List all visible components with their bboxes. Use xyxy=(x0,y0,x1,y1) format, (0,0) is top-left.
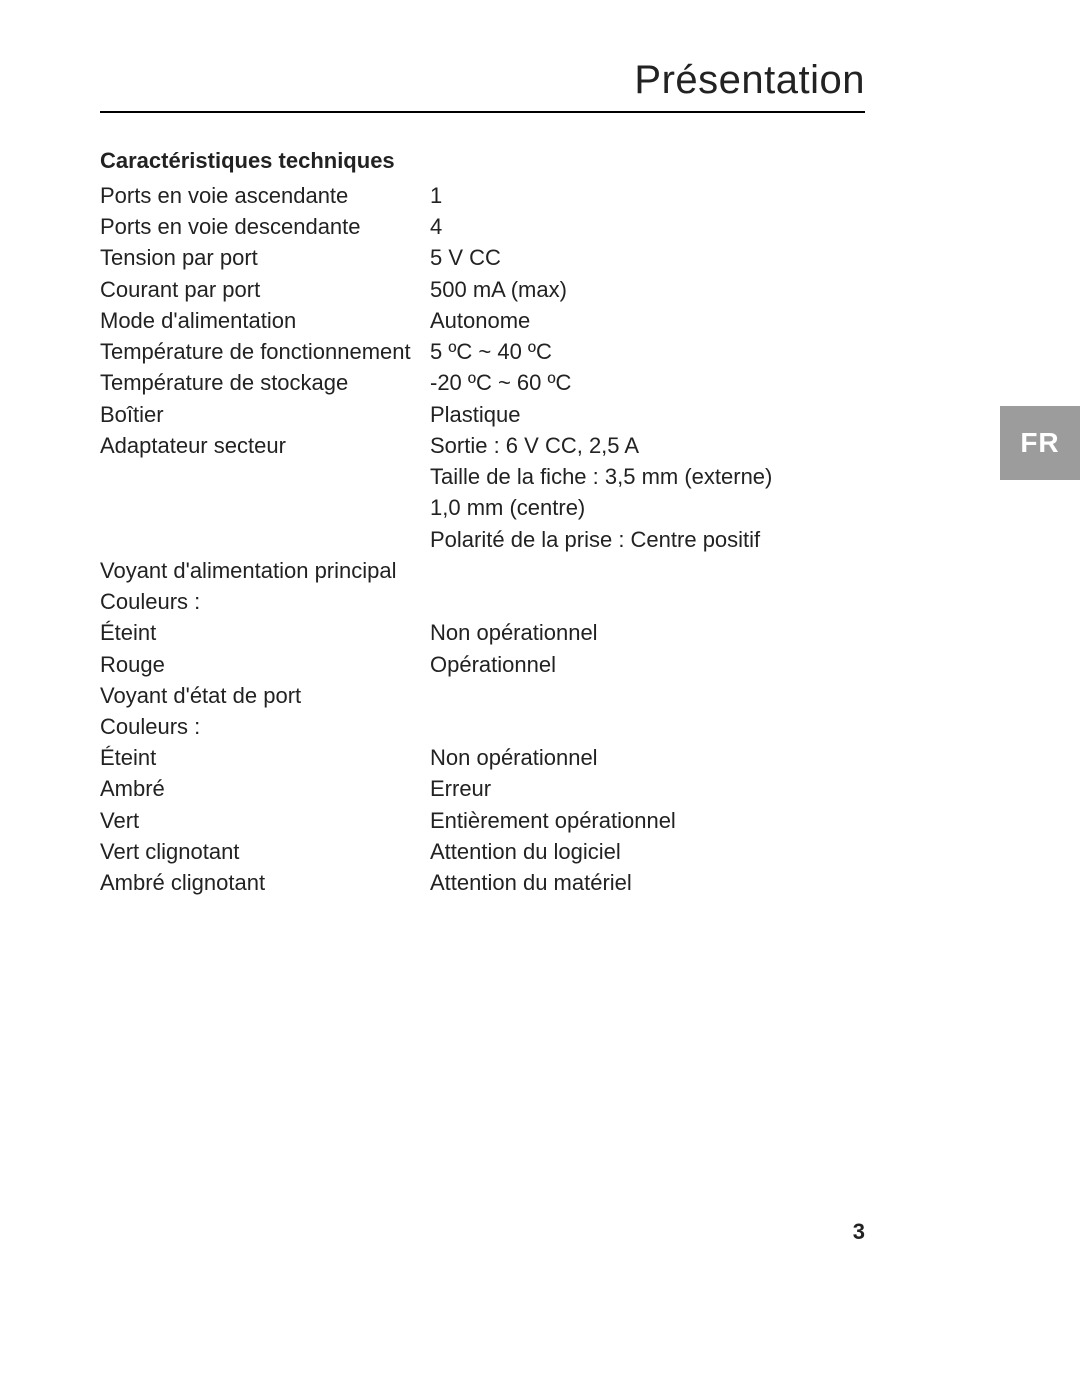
spec-value: Attention du logiciel xyxy=(430,836,865,867)
spec-value xyxy=(430,711,865,742)
spec-row: ÉteintNon opérationnel xyxy=(100,617,865,648)
spec-label: Rouge xyxy=(100,649,430,680)
spec-row: Voyant d'état de port xyxy=(100,680,865,711)
spec-label: Température de stockage xyxy=(100,367,430,398)
spec-row: Ambré clignotantAttention du matériel xyxy=(100,867,865,898)
language-tab: FR xyxy=(1000,406,1080,480)
spec-label xyxy=(100,461,430,492)
spec-label: Vert xyxy=(100,805,430,836)
spec-row: AmbréErreur xyxy=(100,773,865,804)
spec-value: Autonome xyxy=(430,305,865,336)
section-title: Caractéristiques techniques xyxy=(100,148,865,174)
spec-row: ÉteintNon opérationnel xyxy=(100,742,865,773)
spec-row: Ports en voie ascendante1 xyxy=(100,180,865,211)
spec-value: Erreur xyxy=(430,773,865,804)
spec-label: Vert clignotant xyxy=(100,836,430,867)
spec-label: Ambré xyxy=(100,773,430,804)
spec-row: Température de stockage-20 ºC ~ 60 ºC xyxy=(100,367,865,398)
spec-label: Température de fonctionnement xyxy=(100,336,430,367)
spec-label: Mode d'alimentation xyxy=(100,305,430,336)
spec-value: 500 mA (max) xyxy=(430,274,865,305)
spec-label: Ambré clignotant xyxy=(100,867,430,898)
content-area: Caractéristiques techniques Ports en voi… xyxy=(100,148,865,898)
spec-label xyxy=(100,524,430,555)
page-title: Présentation xyxy=(634,58,865,102)
page-number: 3 xyxy=(853,1219,865,1245)
spec-label: Couleurs : xyxy=(100,586,430,617)
spec-label: Boîtier xyxy=(100,399,430,430)
spec-value: 1 xyxy=(430,180,865,211)
spec-label: Courant par port xyxy=(100,274,430,305)
spec-value: -20 ºC ~ 60 ºC xyxy=(430,367,865,398)
spec-row: Tension par port5 V CC xyxy=(100,242,865,273)
spec-row: BoîtierPlastique xyxy=(100,399,865,430)
spec-value: Taille de la fiche : 3,5 mm (externe) xyxy=(430,461,865,492)
spec-value xyxy=(430,586,865,617)
spec-row: Mode d'alimentationAutonome xyxy=(100,305,865,336)
spec-value: Plastique xyxy=(430,399,865,430)
spec-label: Tension par port xyxy=(100,242,430,273)
spec-row: Courant par port500 mA (max) xyxy=(100,274,865,305)
spec-row: Ports en voie descendante4 xyxy=(100,211,865,242)
spec-row: VertEntièrement opérationnel xyxy=(100,805,865,836)
spec-row: 1,0 mm (centre) xyxy=(100,492,865,523)
spec-label: Voyant d'alimentation principal xyxy=(100,555,430,586)
spec-value: Sortie : 6 V CC, 2,5 A xyxy=(430,430,865,461)
spec-value xyxy=(430,680,865,711)
spec-value: Entièrement opérationnel xyxy=(430,805,865,836)
spec-row: Couleurs : xyxy=(100,711,865,742)
page: Présentation FR Caractéristiques techniq… xyxy=(0,0,1080,1397)
spec-value: Polarité de la prise : Centre positif xyxy=(430,524,865,555)
spec-value: 5 ºC ~ 40 ºC xyxy=(430,336,865,367)
spec-row: Polarité de la prise : Centre positif xyxy=(100,524,865,555)
spec-label xyxy=(100,492,430,523)
spec-label: Ports en voie descendante xyxy=(100,211,430,242)
spec-value: Attention du matériel xyxy=(430,867,865,898)
spec-label: Ports en voie ascendante xyxy=(100,180,430,211)
spec-label: Adaptateur secteur xyxy=(100,430,430,461)
spec-label: Éteint xyxy=(100,617,430,648)
spec-label: Couleurs : xyxy=(100,711,430,742)
spec-row: RougeOpérationnel xyxy=(100,649,865,680)
spec-row: Voyant d'alimentation principal xyxy=(100,555,865,586)
spec-value: 4 xyxy=(430,211,865,242)
spec-value: 1,0 mm (centre) xyxy=(430,492,865,523)
spec-value xyxy=(430,555,865,586)
spec-value: Non opérationnel xyxy=(430,617,865,648)
spec-label: Voyant d'état de port xyxy=(100,680,430,711)
spec-row: Adaptateur secteurSortie : 6 V CC, 2,5 A xyxy=(100,430,865,461)
spec-label: Éteint xyxy=(100,742,430,773)
spec-value: Opérationnel xyxy=(430,649,865,680)
spec-value: Non opérationnel xyxy=(430,742,865,773)
spec-row: Vert clignotantAttention du logiciel xyxy=(100,836,865,867)
page-header: Présentation xyxy=(100,58,865,113)
spec-value: 5 V CC xyxy=(430,242,865,273)
spec-row: Température de fonctionnement5 ºC ~ 40 º… xyxy=(100,336,865,367)
spec-row: Couleurs : xyxy=(100,586,865,617)
spec-row: Taille de la fiche : 3,5 mm (externe) xyxy=(100,461,865,492)
spec-table: Ports en voie ascendante1Ports en voie d… xyxy=(100,180,865,898)
